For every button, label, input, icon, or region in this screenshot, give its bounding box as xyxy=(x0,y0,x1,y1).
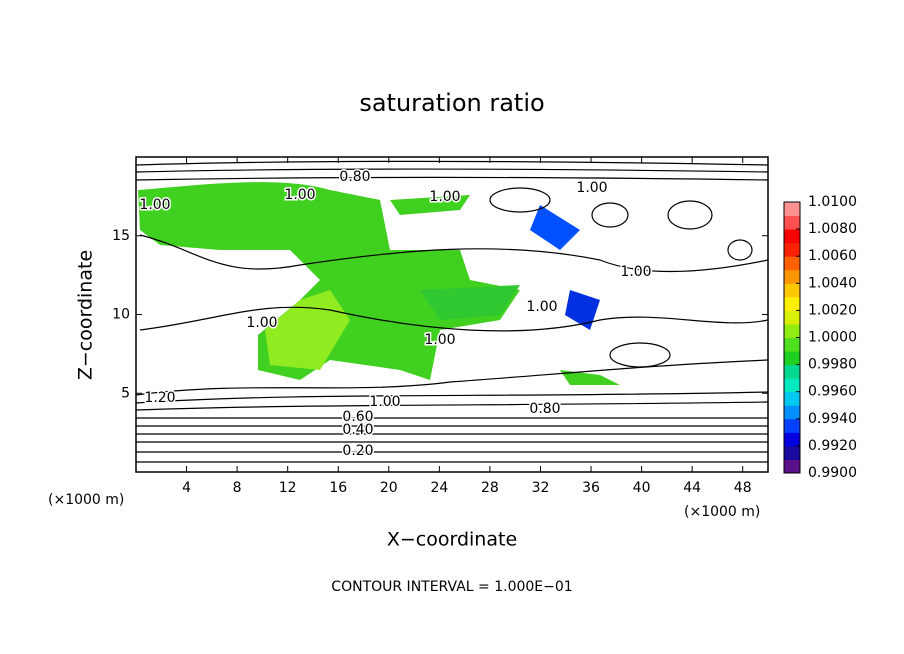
colorbar-tick-label: 1.0060 xyxy=(808,248,857,264)
colorbar-band xyxy=(784,391,800,406)
contour-label: 1.00 xyxy=(576,180,607,196)
contour-label: 0.40 xyxy=(342,422,373,438)
colorbar-band xyxy=(784,378,800,393)
x-tick-label: 36 xyxy=(582,480,600,496)
colorbar-tick-label: 1.0080 xyxy=(808,221,857,237)
colorbar-band xyxy=(784,323,800,338)
contour-lines xyxy=(135,160,769,463)
colorbar-tick-label: 1.0100 xyxy=(808,194,857,210)
x-tick-label: 44 xyxy=(683,480,701,496)
contour-label: 1.00 xyxy=(429,189,460,205)
contour-label: 0.20 xyxy=(342,443,373,459)
contour-label: 1.00 xyxy=(526,299,557,315)
contour-label: 1.20 xyxy=(144,390,175,406)
x-unit: (×1000 m) xyxy=(48,492,124,508)
field xyxy=(138,182,620,385)
x-axis-label: X−coordinate xyxy=(387,529,517,551)
contour-label: 1.00 xyxy=(620,264,651,280)
contour-label: 0.80 xyxy=(529,401,560,417)
colorbar-tick-label: 0.9940 xyxy=(808,411,857,427)
colorbar-band xyxy=(784,202,800,217)
contour-label: 0.60 xyxy=(342,409,373,425)
colorbar-tick-label: 0.9960 xyxy=(808,384,857,400)
x-tick-label: 28 xyxy=(481,480,499,496)
colorbar-tick-label: 1.0020 xyxy=(808,302,857,318)
x-tick-label: 20 xyxy=(380,480,398,496)
colorbar-band xyxy=(784,310,800,325)
contour-label: 1.00 xyxy=(284,187,315,203)
colorbar-band xyxy=(784,256,800,271)
y-tick-label: 5 xyxy=(121,385,130,401)
colorbar-band xyxy=(784,283,800,298)
colorbar-tick-label: 0.9920 xyxy=(808,438,857,454)
colorbar-band xyxy=(784,242,800,257)
colorbar-band xyxy=(784,364,800,379)
colorbar-tick-label: 0.9980 xyxy=(808,357,857,373)
colorbar-band xyxy=(784,269,800,284)
colorbar-band xyxy=(784,351,800,366)
contour-label: 1.00 xyxy=(246,315,277,331)
contour-label: 1.00 xyxy=(424,332,455,348)
x-tick-label: 16 xyxy=(329,480,347,496)
colorbar-band xyxy=(784,215,800,230)
colorbar-band xyxy=(784,229,800,244)
chart-title: saturation ratio xyxy=(359,89,544,117)
x-tick-label: 4 xyxy=(182,480,191,496)
colorbar-tick-label: 1.0040 xyxy=(808,275,857,291)
colorbar-band xyxy=(784,418,800,433)
x-tick-label: 8 xyxy=(233,480,242,496)
colorbar-band xyxy=(784,432,800,447)
colorbar-band xyxy=(784,459,800,474)
contour-label: 1.00 xyxy=(139,197,170,213)
x-tick-label: 12 xyxy=(279,480,297,496)
x-tick-label: 48 xyxy=(734,480,752,496)
colorbar-band xyxy=(784,337,800,352)
x-unit: (×1000 m) xyxy=(684,504,760,520)
x-tick-label: 24 xyxy=(430,480,448,496)
x-tick-label: 32 xyxy=(532,480,550,496)
y-tick-label: 15 xyxy=(112,228,130,244)
y-tick-label: 10 xyxy=(112,307,130,323)
colorbar-tick-label: 1.0000 xyxy=(808,330,857,346)
y-axis-label: Z−coordinate xyxy=(75,250,97,380)
contour-label: 1.00 xyxy=(369,394,400,410)
x-tick-label: 40 xyxy=(633,480,651,496)
footer: CONTOUR INTERVAL = 1.000E−01 xyxy=(331,579,572,595)
colorbar-band xyxy=(784,405,800,420)
colorbar-band xyxy=(784,445,800,460)
contour-label: 0.80 xyxy=(339,169,370,185)
colorbar-band xyxy=(784,296,800,311)
colorbar-tick-label: 0.9900 xyxy=(808,465,857,481)
